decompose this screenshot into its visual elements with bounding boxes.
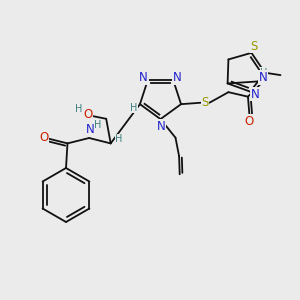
Text: O: O <box>83 108 92 122</box>
Text: H: H <box>116 134 123 144</box>
Text: H: H <box>75 103 82 114</box>
Text: H: H <box>260 68 268 78</box>
Text: H: H <box>130 103 137 113</box>
Text: N: N <box>157 120 166 133</box>
Text: N: N <box>259 71 267 84</box>
Text: N: N <box>251 88 260 100</box>
Text: H: H <box>94 120 102 130</box>
Text: N: N <box>139 71 148 84</box>
Text: S: S <box>250 40 258 53</box>
Text: N: N <box>86 123 95 136</box>
Text: N: N <box>173 71 182 84</box>
Text: S: S <box>201 96 209 109</box>
Text: O: O <box>245 115 254 128</box>
Text: O: O <box>39 131 48 144</box>
